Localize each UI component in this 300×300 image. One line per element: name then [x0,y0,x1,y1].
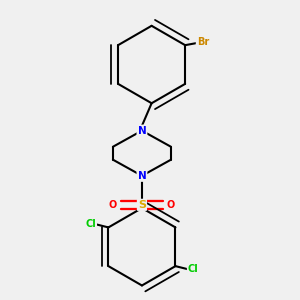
Text: N: N [138,171,146,181]
Text: O: O [167,200,175,210]
Text: Cl: Cl [188,264,199,274]
Text: N: N [138,126,146,136]
Text: Cl: Cl [85,219,96,229]
Text: O: O [109,200,117,210]
Text: S: S [138,200,146,210]
Text: Br: Br [197,37,209,47]
